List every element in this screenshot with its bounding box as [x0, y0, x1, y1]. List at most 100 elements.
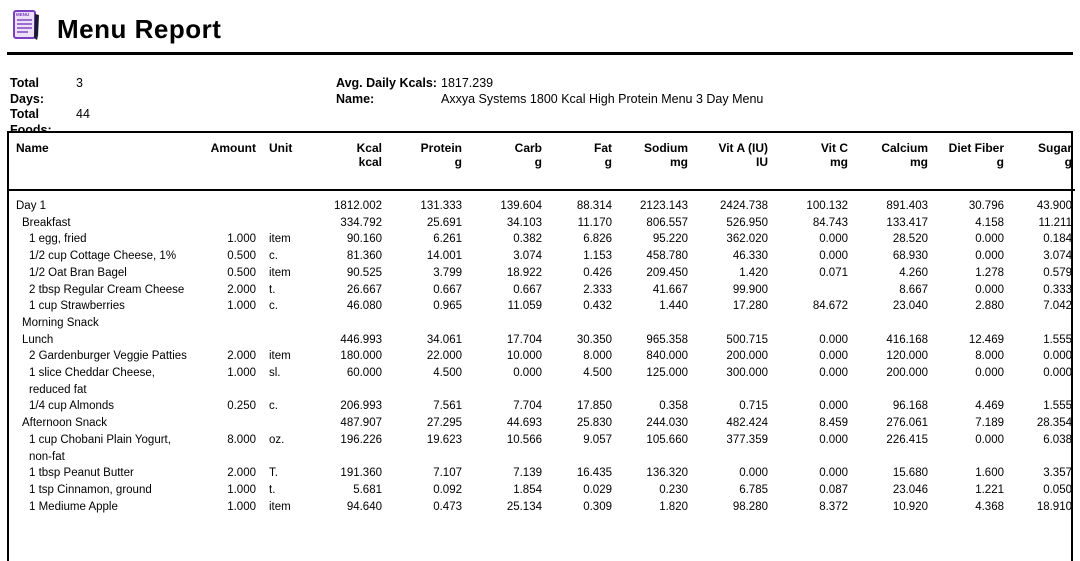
cell: 17.704 [506, 333, 542, 346]
table-row: 1/2 Oat Bran Bagel 0.500 item 90.525 3.799 18… [9, 265, 1075, 282]
cell: 0.715 [739, 400, 768, 413]
cell [615, 315, 691, 332]
table-row: 1/4 cup Almonds 0.250 c. 206.993 7.561 7.704 1… [9, 398, 1075, 415]
cell: 131.333 [420, 200, 462, 212]
row-name: Afternoon Snack [22, 417, 108, 430]
cell: 0.000 [975, 433, 1004, 446]
cell [465, 315, 545, 332]
row-name: Day 1 [16, 200, 47, 212]
cell: 10.920 [892, 500, 928, 513]
cell: 94.640 [346, 500, 382, 513]
cell: 180.000 [340, 350, 382, 363]
cell: 0.000 [975, 233, 1004, 246]
cell: 6.261 [433, 233, 462, 246]
cell [209, 190, 259, 215]
cell: 8.000 [975, 350, 1004, 363]
cell: 2.000 [227, 350, 256, 363]
column-header-carb: Carb g [465, 133, 545, 191]
cell: 0.579 [1043, 266, 1072, 279]
table-row: 1 cup Chobani Plain Yogurt, non-fat 8.000… [9, 432, 1075, 465]
cell: 458.780 [646, 250, 688, 263]
cell: 4.260 [899, 266, 928, 279]
nutrition-table-container: Name Amount Unit Kcal kcal Protein g Carb g Fat g S… [7, 131, 1075, 561]
cell: 18.922 [506, 266, 542, 279]
cell: 0.071 [819, 266, 848, 279]
cell: 0.230 [659, 483, 688, 496]
cell: 200.000 [726, 350, 768, 363]
cell: 1.555 [1043, 400, 1072, 413]
report-title-bar: MENU Menu Report [0, 0, 1080, 53]
cell: 1.555 [1043, 333, 1072, 346]
table-row: 1/2 cup Cottage Cheese, 1% 0.500 c. 81.360 1… [9, 248, 1075, 265]
cell: 200.000 [886, 367, 928, 380]
cell [385, 315, 465, 332]
cell: 23.046 [892, 483, 928, 496]
avg-daily-kcals-value: 1817.239 [441, 76, 494, 90]
table-row: 1 slice Cheddar Cheese, reduced fat 1.000… [9, 365, 1075, 398]
cell: 2424.738 [720, 200, 768, 212]
cell [691, 315, 771, 332]
cell: 0.029 [583, 483, 612, 496]
cell: 8.000 [583, 350, 612, 363]
cell: 44.693 [506, 417, 542, 430]
cell: 17.850 [576, 400, 612, 413]
cell: 9.057 [583, 433, 612, 446]
cell: 1.854 [513, 483, 542, 496]
cell: 25.830 [576, 417, 612, 430]
cell: 96.168 [892, 400, 928, 413]
cell: 1.000 [227, 500, 256, 513]
row-name: Lunch [22, 333, 54, 346]
cell: 18.910 [1036, 500, 1072, 513]
cell: 0.667 [513, 283, 542, 296]
menu-name-label: Name: [336, 91, 375, 106]
table-row: 1 egg, fried 1.000 item 90.160 6.261 0.382 6.8… [9, 231, 1075, 248]
cell: 95.220 [652, 233, 688, 246]
cell [771, 315, 851, 332]
cell: 6.038 [1043, 433, 1072, 446]
cell: 17.280 [732, 300, 768, 313]
cell: 46.080 [346, 300, 382, 313]
cell: 90.160 [346, 233, 382, 246]
cell [259, 215, 311, 232]
cell: 3.357 [1043, 467, 1072, 480]
cell: 2.880 [975, 300, 1004, 313]
cell: 60.000 [346, 367, 382, 380]
cell: 0.087 [819, 483, 848, 496]
row-name: 1/4 cup Almonds [29, 400, 115, 413]
cell [209, 215, 259, 232]
cell: item [269, 500, 291, 513]
column-header-fat: Fat g [545, 133, 615, 191]
cell: 34.103 [506, 216, 542, 229]
cell: 0.000 [739, 467, 768, 480]
cell: 526.950 [726, 216, 768, 229]
cell: 6.785 [739, 483, 768, 496]
row-name: 1 Mediume Apple [29, 500, 118, 513]
cell: 1.221 [975, 483, 1004, 496]
cell: 7.107 [433, 467, 462, 480]
cell: 226.415 [886, 433, 928, 446]
cell: 136.320 [646, 467, 688, 480]
cell: 1.278 [975, 266, 1004, 279]
cell: oz. [269, 433, 285, 446]
cell: 26.667 [346, 283, 382, 296]
cell: 0.000 [1043, 350, 1072, 363]
cell: 0.473 [433, 500, 462, 513]
table-row: Afternoon Snack 487.907 27.295 44.693 25.830… [9, 415, 1075, 432]
cell: 16.435 [576, 467, 612, 480]
row-name: 1 cup Strawberries [29, 300, 125, 313]
cell: 8.667 [899, 283, 928, 296]
cell: t. [269, 283, 276, 296]
cell: 416.168 [886, 333, 928, 346]
cell: 0.432 [583, 300, 612, 313]
table-header-row: Name Amount Unit Kcal kcal Protein g Carb g Fat g S… [9, 133, 1075, 191]
column-header-calcium: Calcium mg [851, 133, 931, 191]
summary-right-column: Avg. Daily Kcals: 1817.239 Name: Axxya S… [336, 76, 763, 107]
cell: 0.000 [819, 250, 848, 263]
cell: 0.184 [1043, 233, 1072, 246]
cell: 0.500 [227, 250, 256, 263]
table-row: 1 cup Strawberries 1.000 c. 46.080 0.965 11.0… [9, 298, 1075, 315]
cell: 90.525 [346, 266, 382, 279]
total-days-value: 3 [76, 76, 83, 90]
cell: 1.000 [227, 300, 256, 313]
